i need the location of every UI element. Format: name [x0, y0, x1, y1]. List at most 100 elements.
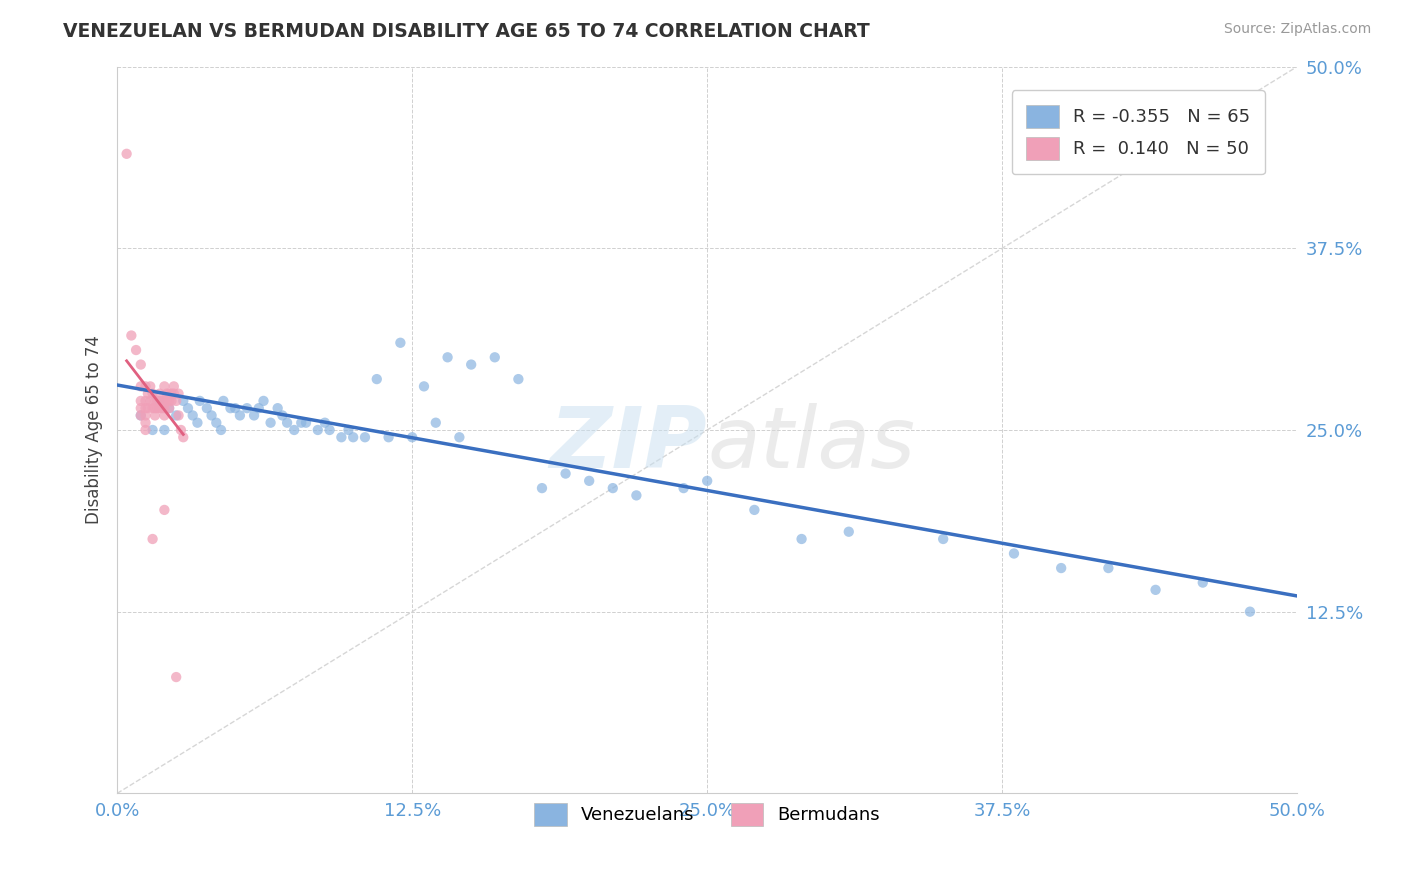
Point [342, 430, 364, 444]
Point [243, 409, 266, 423]
Point [672, 481, 695, 495]
Point [578, 474, 600, 488]
Text: atlas: atlas [707, 403, 915, 486]
Point [224, 401, 246, 416]
Point [318, 423, 340, 437]
Point [120, 328, 142, 343]
Point [163, 379, 186, 393]
Point [436, 351, 458, 365]
Point [460, 358, 482, 372]
Point [165, 393, 187, 408]
Point [149, 386, 172, 401]
Point [602, 481, 624, 495]
Point [149, 393, 172, 408]
Point [136, 401, 159, 416]
Point [142, 532, 165, 546]
Point [142, 386, 165, 401]
Point [134, 379, 156, 393]
Point [337, 423, 360, 437]
Y-axis label: Disability Age 65 to 74: Disability Age 65 to 74 [86, 335, 103, 524]
Point [153, 401, 176, 416]
Point [134, 423, 156, 437]
Point [295, 416, 318, 430]
Point [150, 401, 173, 416]
Point [696, 474, 718, 488]
Point [530, 481, 553, 495]
Point [200, 409, 222, 423]
Point [143, 393, 166, 408]
Point [290, 416, 312, 430]
Point [129, 409, 152, 423]
Point [129, 358, 152, 372]
Point [188, 393, 211, 408]
Point [283, 423, 305, 437]
Point [153, 379, 176, 393]
Point [626, 488, 648, 502]
Point [165, 409, 187, 423]
Point [181, 409, 204, 423]
Point [1144, 582, 1167, 597]
Point [413, 379, 436, 393]
Point [172, 393, 194, 408]
Point [139, 379, 162, 393]
Point [401, 430, 423, 444]
Point [153, 423, 176, 437]
Point [236, 401, 259, 416]
Point [143, 401, 166, 416]
Text: VENEZUELAN VS BERMUDAN DISABILITY AGE 65 TO 74 CORRELATION CHART: VENEZUELAN VS BERMUDAN DISABILITY AGE 65… [63, 22, 870, 41]
Point [157, 401, 180, 416]
Point [266, 401, 288, 416]
Point [139, 393, 162, 408]
Point [247, 401, 270, 416]
Point [153, 409, 176, 423]
Point [330, 430, 353, 444]
Point [314, 416, 336, 430]
Point [157, 393, 180, 408]
Point [425, 416, 447, 430]
Point [449, 430, 471, 444]
Point [150, 393, 173, 408]
Point [1050, 561, 1073, 575]
Point [160, 393, 183, 408]
Point [177, 401, 200, 416]
Point [143, 409, 166, 423]
Point [195, 401, 218, 416]
Point [129, 379, 152, 393]
Point [167, 386, 190, 401]
Point [1002, 547, 1025, 561]
Point [142, 401, 165, 416]
Legend: Venezuelans, Bermudans: Venezuelans, Bermudans [524, 794, 889, 835]
Point [146, 401, 169, 416]
Point [149, 401, 172, 416]
Point [160, 386, 183, 401]
Point [172, 430, 194, 444]
Text: ZIP: ZIP [550, 403, 707, 486]
Point [134, 416, 156, 430]
Point [744, 503, 766, 517]
Point [389, 335, 412, 350]
Point [276, 416, 298, 430]
Point [186, 416, 208, 430]
Point [134, 393, 156, 408]
Point [252, 393, 274, 408]
Point [125, 343, 148, 357]
Point [377, 430, 399, 444]
Text: Source: ZipAtlas.com: Source: ZipAtlas.com [1223, 22, 1371, 37]
Point [146, 393, 169, 408]
Point [129, 401, 152, 416]
Point [153, 503, 176, 517]
Point [508, 372, 530, 386]
Point [134, 409, 156, 423]
Point [115, 146, 138, 161]
Point [157, 401, 180, 416]
Point [1239, 605, 1261, 619]
Point [136, 386, 159, 401]
Point [790, 532, 813, 546]
Point [354, 430, 377, 444]
Point [156, 386, 179, 401]
Point [165, 670, 187, 684]
Point [1191, 575, 1213, 590]
Point [167, 409, 190, 423]
Point [156, 393, 179, 408]
Point [209, 423, 232, 437]
